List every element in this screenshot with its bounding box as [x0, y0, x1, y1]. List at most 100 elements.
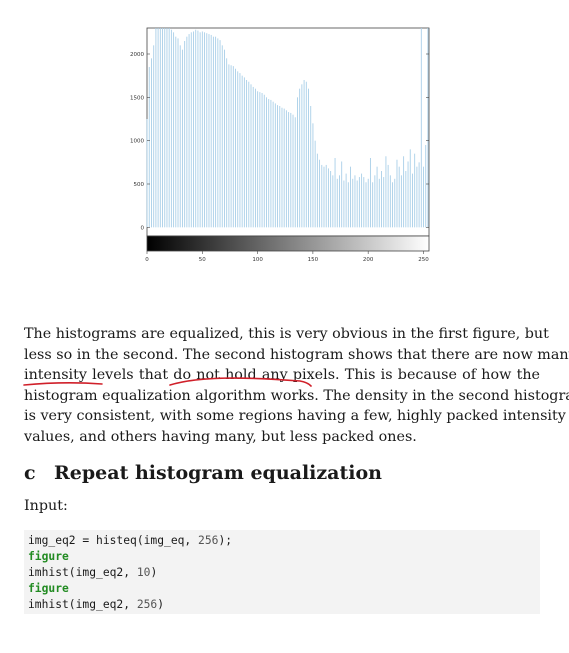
histogram-bar [252, 86, 254, 228]
histogram-bar [221, 45, 223, 228]
histogram-bar [423, 166, 424, 228]
section-title: Repeat histogram equalization [54, 462, 382, 484]
histogram-bar [219, 40, 221, 228]
histogram-bar [155, 28, 157, 228]
histogram-bar [235, 68, 236, 228]
histogram-bar [412, 173, 413, 228]
histogram-bar [224, 49, 225, 228]
histogram-bar [230, 65, 232, 228]
histogram-bar [166, 28, 168, 228]
histogram-bar [173, 32, 175, 228]
histogram-chart: 0 500 1000 1500 2000 0 50 100 150 200 250 [130, 27, 430, 263]
histogram-bar [316, 153, 318, 228]
histogram-bar [272, 101, 274, 228]
histogram-bar [403, 156, 405, 228]
histogram-bar [175, 36, 177, 228]
histogram-bar [394, 178, 396, 228]
histogram-bar [303, 80, 305, 228]
histogram-bar [378, 178, 380, 228]
histogram-bar [409, 149, 411, 228]
code-line: figure [28, 582, 69, 595]
histogram-bar [292, 114, 294, 228]
histogram-bar [201, 31, 203, 228]
histogram-bar [215, 36, 217, 228]
histogram-bar [387, 164, 389, 228]
histogram-bar [345, 173, 347, 228]
histogram-bar [268, 99, 270, 228]
section-number: c [24, 462, 36, 484]
histogram-bar [197, 30, 199, 228]
histogram-bar [186, 36, 188, 228]
histogram-bar [396, 159, 398, 228]
histogram-bar [193, 31, 194, 228]
histogram-bar [350, 166, 351, 228]
histogram-bar [361, 173, 363, 228]
paragraph-line: The histograms are equalized, this is ve… [24, 326, 549, 342]
histogram-bar [381, 171, 382, 228]
histogram-bar [170, 29, 172, 228]
histogram-bar [162, 28, 163, 228]
histogram-bar [347, 182, 349, 228]
histogram-bar [246, 80, 248, 228]
histogram-bar [305, 81, 307, 228]
y-tick-label: 0 [141, 225, 145, 231]
histogram-bar [299, 88, 301, 228]
histogram-bar [321, 164, 323, 228]
histogram-bar [385, 156, 387, 228]
histogram-bar [356, 180, 358, 228]
histogram-bar [274, 103, 276, 228]
histogram-bar [425, 145, 427, 228]
y-tick-label: 1500 [130, 95, 144, 101]
histogram-bar [336, 178, 338, 228]
histogram-bar [354, 175, 356, 228]
histogram-bar [270, 99, 272, 228]
histogram-bar [389, 175, 391, 228]
histogram-bar [254, 88, 256, 228]
histogram-bar [212, 36, 214, 228]
body-paragraph: The histograms are equalized, this is ve… [24, 324, 569, 447]
histogram-bar [334, 158, 336, 228]
histogram-bar [308, 88, 309, 228]
histogram-bar [414, 153, 416, 228]
code-block: img_eq2 = histeq(img_eq, 256); figure im… [24, 530, 540, 614]
section-heading: c Repeat histogram equalization [24, 462, 382, 484]
histogram-bar [398, 166, 400, 228]
histogram-bar [343, 180, 345, 228]
x-tick-label: 50 [199, 257, 206, 263]
histogram-bar [248, 81, 250, 228]
x-tick-label: 100 [252, 257, 263, 263]
histogram-bar [181, 49, 183, 228]
histogram-bar [369, 158, 371, 228]
histogram-bar [237, 71, 239, 228]
code-line: imhist(img_eq2, 10) [28, 566, 158, 579]
histogram-bar [325, 164, 327, 228]
histogram-bar [164, 28, 166, 228]
histogram-bar [327, 168, 329, 228]
histogram-bar [184, 41, 186, 228]
histogram-bar [310, 106, 312, 228]
histogram-bar [217, 38, 219, 228]
code-line: imhist(img_eq2, 256) [28, 598, 165, 611]
histogram-bar [257, 91, 259, 228]
histogram-bar [226, 58, 228, 228]
histogram-bar [279, 106, 281, 228]
histogram-bar [405, 171, 407, 228]
x-tick-label: 250 [418, 257, 429, 263]
histogram-bar [204, 32, 206, 228]
histogram-bar [339, 175, 340, 228]
histogram-bar [374, 175, 376, 228]
y-tick-label: 1000 [130, 139, 144, 145]
histogram-bar [239, 73, 241, 228]
histogram-bar [352, 178, 354, 228]
histogram-bar [427, 28, 429, 228]
histogram-bar [199, 32, 201, 228]
paragraph-line: intensity levels that do not hold any pi… [24, 367, 540, 383]
histogram-bar [159, 28, 161, 228]
paragraph-line: less so in the second. The second histog… [24, 346, 569, 363]
histogram-bar [341, 161, 343, 228]
histogram-bar [288, 112, 290, 228]
histogram-bar [290, 112, 292, 228]
histogram-bar [312, 123, 314, 228]
histogram-bar [263, 94, 265, 228]
histogram-bar [157, 28, 159, 228]
